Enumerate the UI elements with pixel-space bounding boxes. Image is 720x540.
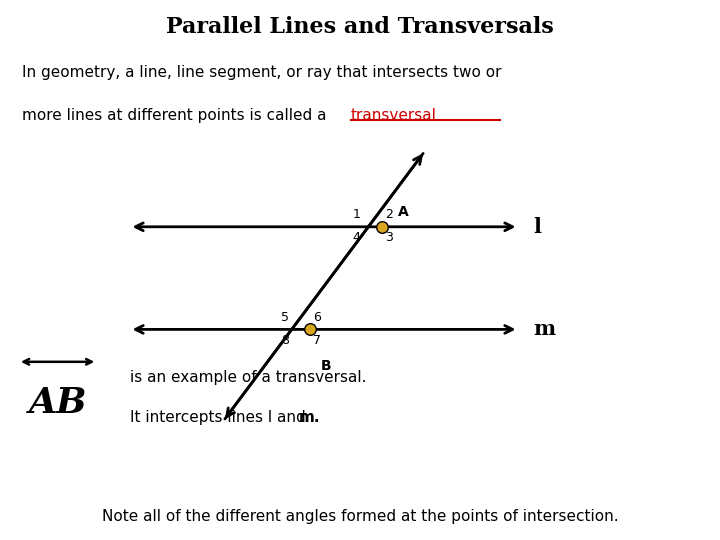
Text: B: B: [320, 359, 331, 373]
Text: A: A: [397, 205, 408, 219]
Text: 1: 1: [353, 208, 361, 221]
Text: 4: 4: [353, 231, 361, 244]
Text: m: m: [533, 319, 555, 340]
Text: 8: 8: [281, 334, 289, 347]
Text: 3: 3: [385, 231, 393, 244]
Text: m.: m.: [299, 410, 320, 426]
Text: Note all of the different angles formed at the points of intersection.: Note all of the different angles formed …: [102, 509, 618, 524]
Text: 2: 2: [385, 208, 393, 221]
Text: transversal: transversal: [351, 108, 436, 123]
Point: [376, 222, 387, 231]
Point: [304, 325, 315, 334]
Text: 5: 5: [281, 311, 289, 324]
Text: 7: 7: [313, 334, 321, 347]
Text: l: l: [533, 217, 541, 237]
Text: is an example of a transversal.: is an example of a transversal.: [130, 370, 366, 385]
Text: more lines at different points is called a: more lines at different points is called…: [22, 108, 331, 123]
Text: 6: 6: [313, 311, 321, 324]
Text: It intercepts lines l and: It intercepts lines l and: [130, 410, 310, 426]
Text: In geometry, a line, line segment, or ray that intersects two or: In geometry, a line, line segment, or ra…: [22, 65, 501, 80]
Text: AB: AB: [28, 386, 87, 420]
Text: Parallel Lines and Transversals: Parallel Lines and Transversals: [166, 16, 554, 38]
